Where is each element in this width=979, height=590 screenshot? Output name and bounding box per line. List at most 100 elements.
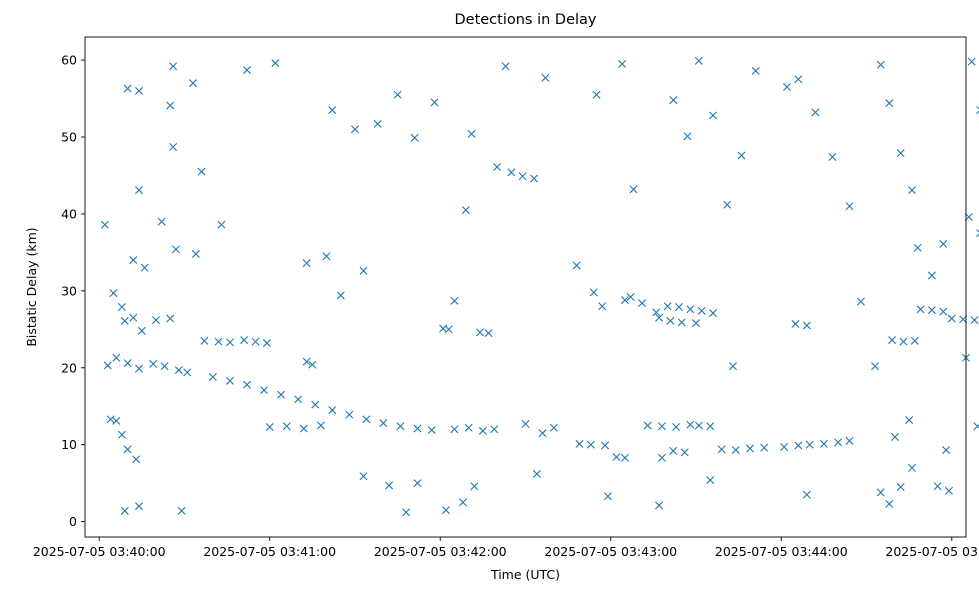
data-point-marker: [189, 79, 197, 88]
data-point-marker: [973, 422, 979, 431]
data-point-marker: [692, 319, 701, 328]
data-point-marker: [686, 420, 695, 429]
data-point-marker: [200, 336, 209, 345]
data-point-marker: [507, 168, 516, 177]
data-point-marker: [362, 415, 371, 424]
y-tick-label: 30: [61, 283, 77, 298]
data-point-marker: [441, 506, 450, 515]
data-point-marker: [413, 479, 422, 488]
data-point-marker: [109, 289, 118, 298]
y-tick-label: 0: [69, 514, 77, 529]
y-tick-label: 40: [61, 206, 77, 221]
data-point-marker: [896, 483, 905, 491]
data-point-marker: [478, 426, 487, 435]
data-point-marker: [706, 476, 715, 485]
data-point-marker: [135, 186, 143, 195]
data-point-marker: [709, 309, 718, 318]
x-tick-label: 2025-07-05 03:41:00: [203, 544, 336, 559]
data-point-marker: [970, 316, 979, 325]
data-point-marker: [939, 239, 948, 248]
data-point-marker: [620, 453, 629, 462]
data-point-marker: [947, 314, 956, 323]
data-point-marker: [476, 328, 485, 337]
y-tick-label: 20: [61, 360, 77, 375]
data-point-marker: [782, 83, 791, 91]
data-point-marker: [697, 306, 706, 315]
data-point-marker: [802, 490, 811, 499]
data-point-marker: [706, 422, 715, 431]
data-point-marker: [251, 337, 260, 346]
data-point-marker: [240, 336, 249, 345]
data-point-marker: [450, 425, 459, 434]
x-tick-label: 2025-07-05 03:44:00: [715, 544, 848, 559]
data-point-marker: [271, 59, 280, 68]
data-point-marker: [166, 314, 175, 323]
data-point-marker: [805, 440, 814, 449]
data-point-marker: [976, 229, 979, 238]
data-point-marker: [316, 421, 325, 430]
data-point-marker: [117, 303, 126, 311]
data-point-marker: [885, 99, 894, 108]
data-point-marker: [385, 481, 394, 490]
data-point-marker: [350, 125, 359, 134]
data-point-marker: [717, 445, 726, 454]
x-axis-ticks: 2025-07-05 03:40:00 2025-07-05 03:41:00 20…: [33, 537, 979, 559]
data-point-marker: [746, 444, 755, 453]
data-point-marker: [677, 318, 686, 327]
data-point-marker: [359, 472, 368, 481]
data-point-marker: [100, 220, 109, 229]
data-point-marker: [890, 433, 899, 441]
data-point-marker: [586, 440, 595, 449]
data-point-marker: [913, 243, 922, 252]
data-point-marker: [177, 506, 186, 515]
data-point-marker: [845, 202, 854, 211]
data-point-marker: [493, 163, 502, 171]
data-point-marker: [174, 366, 183, 375]
data-point-marker: [120, 316, 129, 325]
data-point-marker: [856, 297, 865, 306]
data-point-marker: [171, 245, 180, 254]
data-point-marker: [598, 302, 607, 311]
data-point-marker: [197, 167, 206, 176]
x-tick-label: 2025-07-05 03:40:00: [33, 544, 166, 559]
data-point-marker: [157, 217, 166, 226]
data-point-marker: [396, 422, 405, 431]
data-point-marker: [908, 186, 916, 195]
data-point-marker: [944, 486, 953, 495]
data-point-marker: [760, 443, 769, 452]
data-point-marker: [626, 293, 635, 301]
data-point-marker: [601, 441, 610, 450]
data-point-marker: [794, 75, 803, 84]
data-point-marker: [265, 423, 274, 431]
data-point-marker: [123, 84, 132, 93]
data-point-marker: [336, 291, 345, 300]
data-point-marker: [939, 307, 948, 316]
data-point-marker: [967, 57, 976, 66]
data-point-marker: [208, 373, 217, 381]
data-point-marker: [669, 96, 678, 105]
data-point-marker: [683, 132, 692, 141]
data-point-marker: [393, 90, 402, 99]
data-point-marker: [896, 149, 905, 158]
data-point-marker: [643, 421, 652, 430]
data-point-marker: [834, 438, 843, 447]
y-tick-label: 10: [61, 437, 77, 452]
data-point-marker: [112, 416, 121, 425]
data-point-marker: [132, 455, 141, 464]
data-point-marker: [663, 302, 672, 311]
data-point-marker: [430, 98, 439, 107]
data-point-marker: [129, 313, 138, 322]
data-point-marker: [629, 185, 638, 194]
data-point-marker: [328, 406, 337, 415]
data-point-marker: [672, 423, 681, 431]
data-point-marker: [908, 463, 916, 472]
data-point-marker: [262, 339, 271, 348]
data-point-marker: [470, 482, 479, 491]
data-point-marker: [910, 336, 919, 345]
data-point-marker: [575, 439, 584, 448]
data-point-marker: [183, 368, 192, 377]
data-point-marker: [780, 443, 789, 451]
data-point-marker: [942, 446, 951, 455]
data-point-marker: [461, 206, 470, 215]
